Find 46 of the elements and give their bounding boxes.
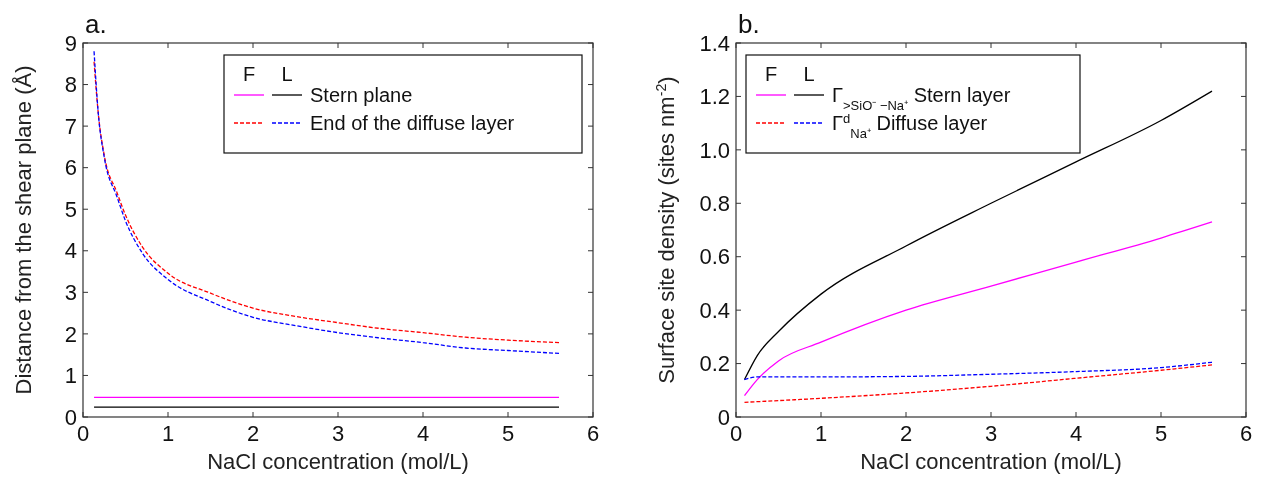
x-tick-label: 1 (814, 421, 828, 446)
x-axis-title: NaCl concentration (mol/L) (207, 449, 469, 474)
line-series (743, 361, 1213, 381)
y-tick-label: 8 (64, 72, 77, 98)
y-tick-label: 0.6 (699, 244, 730, 270)
legend-label: Stern plane (310, 84, 413, 106)
annotation: L (281, 63, 293, 85)
y-tick-label: 0.4 (699, 297, 730, 323)
annotation: L (803, 63, 815, 85)
legend-label: End of the diffuse layer (310, 112, 515, 134)
x-tick-label: 2 (899, 421, 913, 446)
y-tick-label: 9 (64, 30, 77, 56)
y-tick-label: 5 (64, 196, 77, 222)
x-axis-title: NaCl concentration (mol/L) (860, 449, 1122, 474)
y-tick-label: 3 (64, 280, 77, 306)
y-tick-label: 1.0 (699, 137, 730, 163)
y-tick-label: 2 (64, 321, 77, 347)
x-tick-label: 2 (246, 421, 260, 446)
x-tick-label: 5 (501, 421, 515, 446)
x-tick-label: 6 (586, 421, 600, 446)
y-tick-label: 1.2 (699, 84, 730, 110)
x-tick-label: 4 (416, 421, 430, 446)
y-tick-label: 4 (64, 238, 77, 264)
y-tick-label: 0.2 (699, 351, 730, 377)
legend-label: Γ$_{>SiO⁻ −Na⁺}$ Stern layer (832, 84, 1011, 113)
line-series (743, 364, 1213, 403)
y-axis-title: Distance from the shear plane (Å) (11, 65, 36, 395)
x-tick-label: 3 (331, 421, 345, 446)
x-tick-label: 6 (1239, 421, 1253, 446)
y-tick-label: 0 (64, 404, 77, 430)
legend-label: Γ$^{d}$$_{Na⁺}$ Diffuse layer (832, 110, 988, 141)
x-tick-label: 1 (161, 421, 175, 446)
y-tick-label: 1.4 (699, 30, 730, 56)
y-tick-label: 1 (64, 363, 77, 389)
annotation: F (764, 63, 778, 85)
annotation: F (242, 63, 256, 85)
chart-title: b. (738, 9, 760, 39)
line-series (743, 221, 1213, 397)
y-tick-label: 7 (64, 113, 77, 139)
y-tick-label: 6 (64, 155, 77, 181)
x-tick-label: 5 (1154, 421, 1168, 446)
y-tick-label: 0 (717, 404, 730, 430)
chart-title: a. (85, 9, 107, 39)
y-tick-label: 0.8 (699, 190, 730, 216)
x-tick-label: 4 (1069, 421, 1083, 446)
x-tick-label: 3 (984, 421, 998, 446)
